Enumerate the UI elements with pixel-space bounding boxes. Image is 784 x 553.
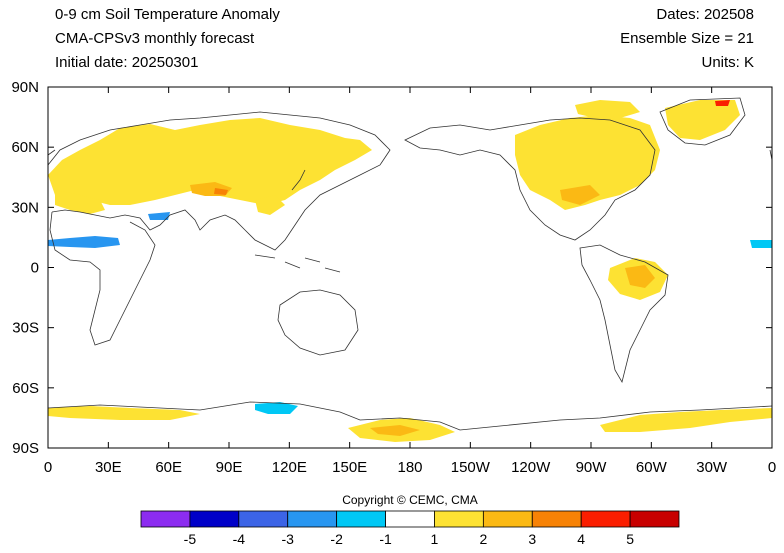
warm-patch-india <box>255 195 285 215</box>
coast-eurasia <box>47 111 391 251</box>
lon-label: 90E <box>216 459 243 476</box>
lon-label: 120E <box>272 459 307 476</box>
colorbar-swatch <box>287 510 338 528</box>
lon-label: 60E <box>155 459 182 476</box>
forecast-dates: Dates: 202508 <box>656 6 754 23</box>
lat-label: 90N <box>11 79 39 96</box>
lat-label: 30S <box>12 320 39 337</box>
colorbar-label: -3 <box>282 531 295 547</box>
warm-patch-brazil-core <box>625 265 655 288</box>
lat-label: 90S <box>12 440 39 457</box>
coast-japan <box>291 169 306 191</box>
warm-patch-arctic-islands <box>575 100 640 118</box>
warm-patch-canada <box>515 115 660 210</box>
cool-patch-westafrica <box>750 240 772 248</box>
copyright: Copyright © CEMC, CMA <box>342 493 478 507</box>
colorbar-label: -5 <box>184 531 197 547</box>
colorbar-label: 3 <box>528 531 536 547</box>
lon-label: 150E <box>332 459 367 476</box>
lon-label: 30E <box>95 459 122 476</box>
colorbar: -5 -4 -3 -2 -1 1 2 3 4 5 <box>140 510 680 547</box>
coast-greenland <box>659 97 746 146</box>
warm-patch-canada-inner <box>560 185 600 205</box>
coastlines <box>47 97 773 431</box>
lat-label: 30N <box>11 199 39 216</box>
lat-label: 60S <box>12 380 39 397</box>
warm-patch-weddell <box>600 408 772 432</box>
warm-patch-greenland-north <box>715 100 730 106</box>
colorbar-swatch <box>336 510 386 528</box>
coast-south-america <box>579 244 669 384</box>
lat-label: 60N <box>11 139 39 156</box>
warm-patch-greenland <box>665 100 740 140</box>
lon-label: 150W <box>451 459 491 476</box>
initial-date: Initial date: 20250301 <box>55 54 199 71</box>
coast-australia <box>277 289 359 356</box>
units-label: Units: K <box>701 54 754 71</box>
colorbar-label: -2 <box>330 531 343 547</box>
colorbar-swatch <box>385 510 435 528</box>
anomaly-patches <box>48 100 772 442</box>
cool-patch-antarctica <box>255 402 298 414</box>
warm-patch-eurasia <box>48 118 372 205</box>
colorbar-swatch <box>140 510 191 528</box>
colorbar-swatch <box>531 510 582 528</box>
colorbar-label: -1 <box>379 531 392 547</box>
colorbar-label: 4 <box>577 531 585 547</box>
latitude-axis: 90N 60N 30N 0 30S 60S 90S <box>11 79 772 457</box>
longitude-axis: 0 30E 60E 90E 120E 150E 180 150W 120W 90W 60W 30W 0 <box>44 87 776 476</box>
warm-patch-tibet-core <box>214 188 228 195</box>
lon-label: 0 <box>768 459 776 476</box>
colorbar-label: -4 <box>233 531 246 547</box>
map-title: 0-9 cm Soil Temperature Anomaly <box>55 6 280 23</box>
lon-label: 120W <box>511 459 551 476</box>
coast-africa <box>49 211 156 346</box>
lon-label: 30W <box>696 459 728 476</box>
coast-antarctica <box>47 401 773 431</box>
colorbar-label: 2 <box>479 531 487 547</box>
lat-label: 0 <box>31 260 39 277</box>
cool-patch-arabia <box>148 212 170 220</box>
warm-patch-ross-core <box>370 425 420 436</box>
coast-indonesia <box>254 254 341 273</box>
coast-north-america <box>404 117 656 241</box>
colorbar-label: 1 <box>431 531 439 547</box>
ensemble-size: Ensemble Size = 21 <box>620 30 754 47</box>
lon-label: 90W <box>576 459 608 476</box>
colorbar-swatch <box>580 510 631 528</box>
lon-label: 60W <box>636 459 668 476</box>
colorbar-swatch <box>238 510 289 528</box>
lon-label: 0 <box>44 459 52 476</box>
colorbar-swatch <box>629 510 680 528</box>
warm-patch-europe-south <box>55 190 105 214</box>
colorbar-swatch <box>434 510 484 528</box>
colorbar-label: 5 <box>626 531 634 547</box>
colorbar-swatch <box>189 510 240 528</box>
colorbar-swatch <box>482 510 533 528</box>
cool-patch-sahel <box>48 236 120 248</box>
warm-patch-antarctica-west <box>48 406 200 420</box>
model-name: CMA-CPSv3 monthly forecast <box>55 30 255 47</box>
lon-label: 180 <box>397 459 422 476</box>
